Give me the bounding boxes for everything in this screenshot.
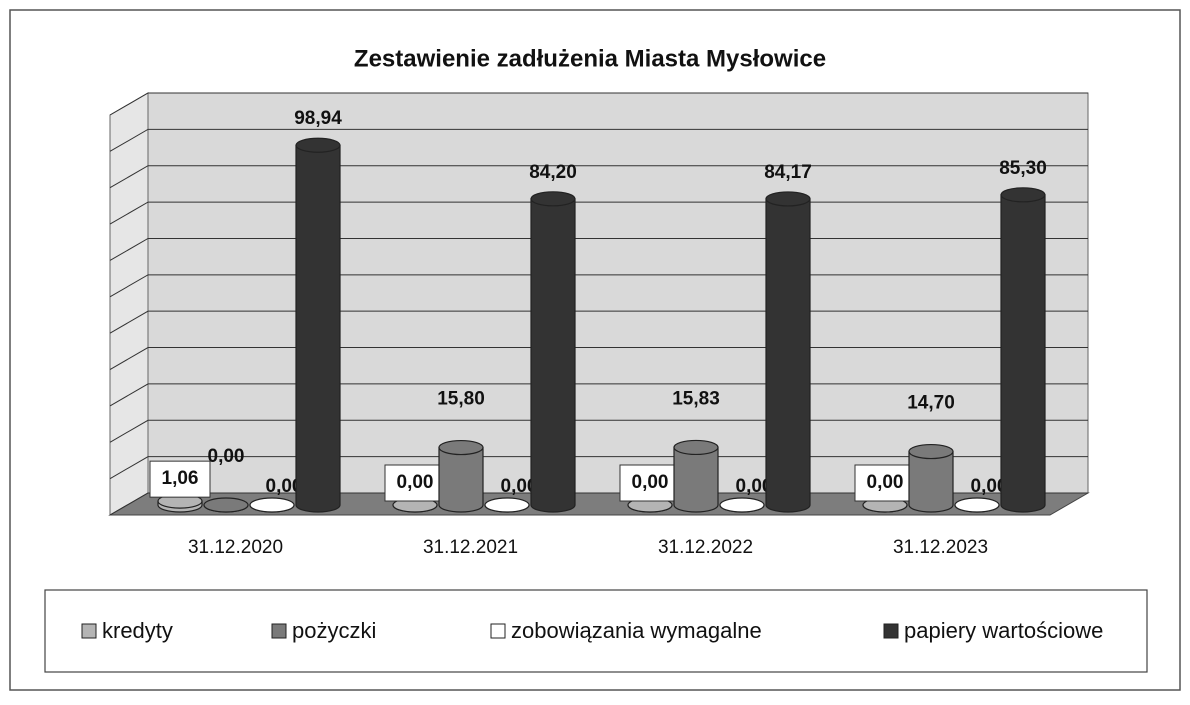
- legend-label: pożyczki: [292, 618, 376, 643]
- cylinder-top: [438, 439, 484, 456]
- value-label: 1,06: [162, 468, 199, 489]
- label-box: [854, 464, 916, 502]
- value-label: 15,80: [437, 389, 485, 410]
- label-box: [149, 460, 211, 498]
- x-tick-label: 31.12.2023: [893, 537, 988, 558]
- chart-title: Zestawienie zadłużenia Miasta Mysłowice: [354, 45, 826, 72]
- value-label: 15,83: [672, 388, 720, 409]
- value-label: 84,17: [764, 162, 812, 183]
- cylinder-top: [954, 497, 1000, 513]
- legend-swatch: [490, 623, 506, 639]
- label-box: [619, 464, 681, 502]
- cylinder-top: [249, 497, 295, 513]
- value-label: 0,00: [266, 476, 303, 497]
- value-label: 14,70: [907, 393, 955, 414]
- legend-label: kredyty: [102, 618, 173, 643]
- cylinder: [438, 446, 484, 513]
- legend-label: papiery wartościowe: [904, 618, 1103, 643]
- legend-swatch: [81, 623, 97, 639]
- side-wall: [109, 92, 149, 516]
- value-label: 98,94: [294, 108, 342, 129]
- value-label: 0,00: [208, 446, 245, 467]
- cylinder: [295, 144, 341, 513]
- cylinder: [673, 446, 719, 513]
- value-label: 84,20: [529, 162, 577, 183]
- legend-swatch: [271, 623, 287, 639]
- value-label: 0,00: [632, 472, 669, 493]
- value-label: 0,00: [736, 476, 773, 497]
- cylinder: [765, 198, 811, 513]
- cylinder: [530, 198, 576, 513]
- cylinder-top: [295, 137, 341, 153]
- value-label: 0,00: [867, 472, 904, 493]
- legend-box: [44, 589, 1148, 673]
- cylinder-top: [484, 497, 530, 513]
- cylinder-top: [530, 191, 576, 207]
- legend-label: zobowiązania wymagalne: [511, 618, 762, 643]
- x-tick-label: 31.12.2021: [423, 537, 518, 558]
- cylinder: [908, 450, 954, 513]
- back-wall: [147, 92, 1089, 494]
- value-label: 85,30: [999, 158, 1047, 179]
- value-label: 0,00: [397, 472, 434, 493]
- cylinder-top: [203, 497, 249, 513]
- grid-line: [109, 128, 1088, 152]
- cylinder-top: [908, 443, 954, 460]
- cylinder: [1000, 194, 1046, 513]
- cylinder-top: [673, 439, 719, 456]
- grid-line: [109, 165, 1088, 189]
- grid-line: [109, 92, 1088, 116]
- cylinder-top: [765, 191, 811, 207]
- x-tick-label: 31.12.2020: [188, 537, 283, 558]
- value-label: 0,00: [971, 476, 1008, 497]
- cylinder-top: [719, 497, 765, 513]
- x-tick-label: 31.12.2022: [658, 537, 753, 558]
- legend-swatch: [883, 623, 899, 639]
- value-label: 0,00: [501, 476, 538, 497]
- cylinder-top: [1000, 187, 1046, 203]
